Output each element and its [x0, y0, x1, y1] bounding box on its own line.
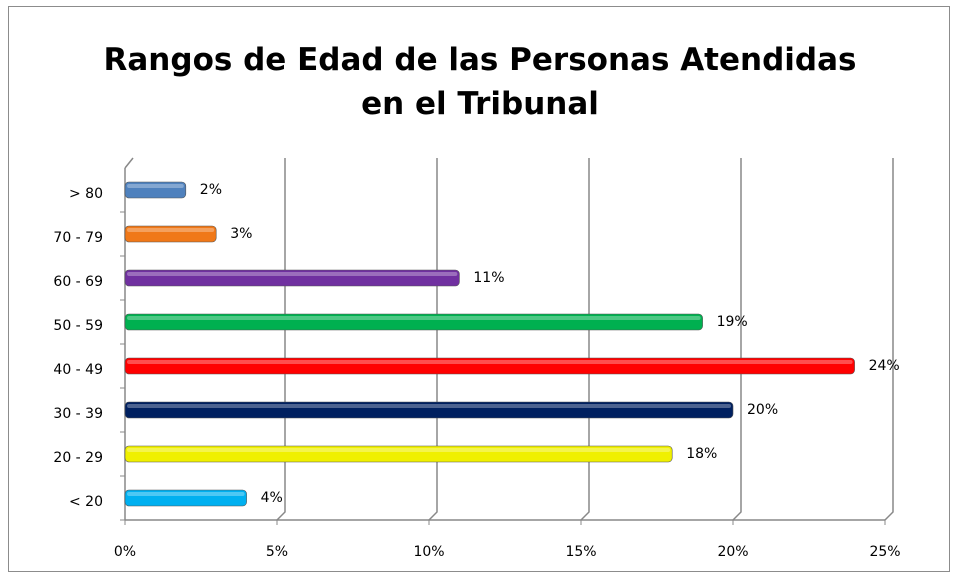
- y-tick-label: 30 - 39: [53, 406, 103, 422]
- value-label: 4%: [261, 490, 283, 506]
- bar: [124, 269, 460, 287]
- bar: [124, 445, 673, 463]
- y-tick-label: 40 - 49: [53, 362, 103, 378]
- grid-line: [732, 158, 742, 521]
- grid-line: [428, 158, 438, 521]
- value-label: 18%: [686, 446, 717, 462]
- y-tick-label: > 80: [69, 186, 103, 202]
- value-label: 11%: [473, 270, 504, 286]
- bar-highlight: [127, 448, 671, 452]
- bar: [124, 489, 247, 507]
- x-tick-label: 25%: [869, 544, 900, 560]
- bar-highlight: [127, 272, 458, 276]
- x-tick-label: 20%: [717, 544, 748, 560]
- bar: [124, 401, 734, 419]
- value-label: 2%: [200, 182, 222, 198]
- value-label: 24%: [869, 358, 900, 374]
- y-tick-label: 60 - 69: [53, 274, 103, 290]
- grid-line: [580, 158, 590, 521]
- y-tick-label: 20 - 29: [53, 450, 103, 466]
- value-label: 19%: [717, 314, 748, 330]
- y-tick-label: 50 - 59: [53, 318, 103, 334]
- y-tick-label: < 20: [69, 494, 103, 510]
- value-label: 20%: [747, 402, 778, 418]
- x-tick-label: 0%: [114, 544, 136, 560]
- x-tick-label: 5%: [266, 544, 288, 560]
- y-tick-label: 70 - 79: [53, 230, 103, 246]
- x-tick-label: 15%: [565, 544, 596, 560]
- bar-highlight: [127, 316, 701, 320]
- bar-highlight: [127, 404, 731, 408]
- bar: [124, 181, 187, 199]
- bar-highlight: [127, 184, 184, 188]
- chart-border: [8, 6, 950, 572]
- bar: [124, 357, 855, 375]
- bar-highlight: [127, 360, 853, 364]
- chart-title: Rangos de Edad de las Personas Atendidas…: [103, 42, 857, 122]
- bar-highlight: [127, 228, 215, 232]
- grid-line: [884, 158, 894, 521]
- bar: [124, 313, 703, 331]
- back-wall: [124, 157, 134, 169]
- x-tick-label: 10%: [413, 544, 444, 560]
- grid-line: [276, 158, 286, 521]
- bar-highlight: [127, 492, 245, 496]
- bar: [124, 225, 217, 243]
- value-label: 3%: [230, 226, 252, 242]
